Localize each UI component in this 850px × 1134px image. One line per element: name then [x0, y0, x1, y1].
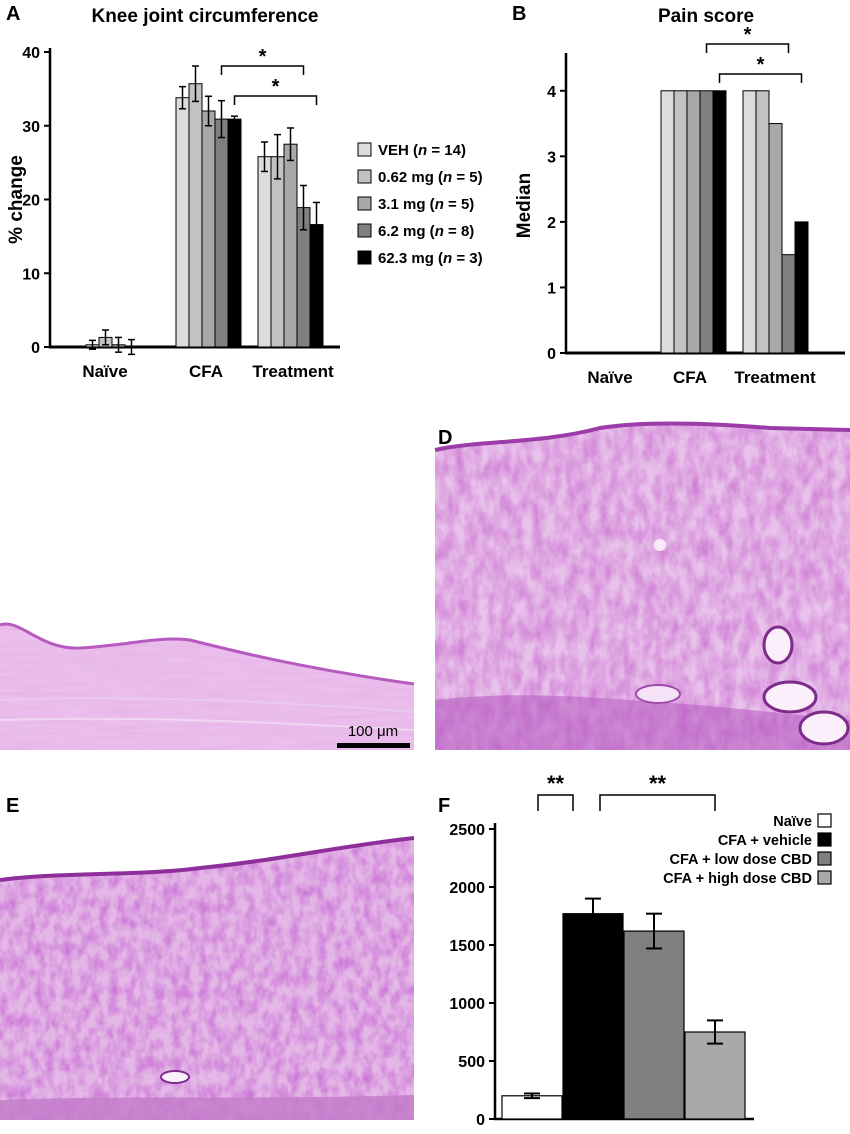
chart-title: Pain score: [658, 6, 754, 27]
significance-bracket: [537, 794, 574, 811]
significance-star: *: [744, 24, 752, 46]
vessel: [762, 680, 818, 714]
y-tick-label: 2: [547, 215, 556, 232]
chart-pain-score: Pain score Median 0 1 2 3 4 Naïve CFA Treatment **: [514, 6, 845, 387]
y-tick-label: 2000: [449, 880, 485, 897]
x-tick-label: Treatment: [734, 368, 816, 387]
bar: [501, 1095, 563, 1120]
bar: [712, 90, 727, 354]
bar: [684, 1031, 746, 1120]
y-tick-label: 0: [476, 1112, 485, 1129]
panel-label-e: E: [6, 795, 19, 817]
y-tick-label: 2500: [449, 822, 485, 839]
vessel: [654, 539, 666, 551]
legend-entry: Naïve: [773, 814, 812, 830]
vessel: [762, 625, 794, 665]
significance-bracket: [705, 43, 790, 53]
bar: [699, 90, 714, 354]
bar: [562, 913, 624, 1120]
chart-knee-circumference: Knee joint circumference % change 0 10 20 30 4…: [6, 6, 483, 381]
legend-swatch: [357, 223, 372, 238]
micrograph-e: [0, 836, 415, 1120]
bar: [742, 90, 757, 354]
legend-entry: VEH (n = 14): [378, 142, 466, 159]
significance-bracket: [599, 794, 716, 811]
significance-bracket: [233, 95, 318, 105]
significance-star: *: [757, 54, 765, 76]
scale-bar: [337, 743, 410, 748]
y-axis-label: % change: [6, 155, 27, 244]
vessel: [160, 1070, 190, 1084]
y-tick-label: 20: [22, 193, 40, 210]
bar: [768, 123, 783, 354]
bar: [755, 90, 770, 354]
y-tick-label: 500: [458, 1054, 485, 1071]
panel-label-b: B: [512, 3, 526, 25]
chart-title: Knee joint circumference: [91, 6, 318, 27]
y-tick-label: 10: [22, 266, 40, 283]
x-tick-label: Naïve: [82, 362, 127, 381]
y-tick-label: 1500: [449, 938, 485, 955]
y-axis-label: Median: [514, 173, 535, 238]
legend-swatch: [357, 169, 372, 184]
significance-bracket: [718, 73, 803, 83]
panel-label-d: D: [438, 427, 452, 449]
legend-swatch: [817, 870, 832, 885]
y-tick-label: 0: [31, 340, 40, 357]
bar: [794, 221, 809, 354]
y-tick-label: 1000: [449, 996, 485, 1013]
bar: [660, 90, 675, 354]
significance-bracket: [220, 65, 305, 75]
bar: [175, 97, 190, 348]
x-tick-label: Naïve: [587, 368, 632, 387]
panel-label-a: A: [6, 3, 20, 25]
y-tick-label: 40: [22, 45, 40, 62]
bar: [214, 118, 229, 348]
bar: [270, 156, 285, 348]
legend-entry: CFA + vehicle: [718, 833, 812, 849]
legend-entry: 62.3 mg (n = 3): [378, 250, 483, 267]
significance-star: **: [547, 771, 565, 796]
y-tick-label: 3: [547, 149, 556, 166]
bar: [623, 930, 685, 1120]
chart-panel-f: 0 500 1000 1500 2000 2500 ** ** Naïve CFA + vehic…: [449, 771, 832, 1129]
legend-entry: CFA + high dose CBD: [663, 871, 812, 887]
legend-swatch: [817, 813, 832, 828]
legend-entry: 6.2 mg (n = 8): [378, 223, 474, 240]
legend-entry: 3.1 mg (n = 5): [378, 196, 474, 213]
legend-swatch: [357, 250, 372, 265]
micrograph-d: [434, 421, 850, 750]
bar: [257, 156, 272, 348]
legend-swatch: [817, 851, 832, 866]
bar: [673, 90, 688, 354]
x-tick-label: CFA: [189, 362, 223, 381]
x-tick-label: Treatment: [252, 362, 334, 381]
bar: [188, 83, 203, 348]
legend-swatch: [817, 832, 832, 847]
vessel: [798, 710, 850, 746]
y-tick-label: 0: [547, 346, 556, 363]
y-tick-label: 1: [547, 280, 556, 297]
y-tick-label: 30: [22, 119, 40, 136]
bar: [227, 118, 242, 348]
significance-star: *: [272, 76, 280, 98]
bar: [201, 110, 216, 348]
x-tick-label: CFA: [673, 368, 707, 387]
vessel: [635, 684, 681, 704]
y-tick-label: 4: [547, 84, 556, 101]
scale-bar-label: 100 μm: [348, 723, 398, 740]
significance-star: **: [649, 771, 667, 796]
legend-swatch: [357, 196, 372, 211]
bar: [686, 90, 701, 354]
micrograph-c: 100 μm: [0, 430, 415, 750]
bar: [283, 143, 298, 348]
legend-entry: CFA + low dose CBD: [670, 852, 812, 868]
legend-swatch: [357, 142, 372, 157]
significance-star: *: [259, 46, 267, 68]
panel-label-f: F: [438, 795, 450, 817]
bar: [781, 254, 796, 354]
legend-entry: 0.62 mg (n = 5): [378, 169, 483, 186]
